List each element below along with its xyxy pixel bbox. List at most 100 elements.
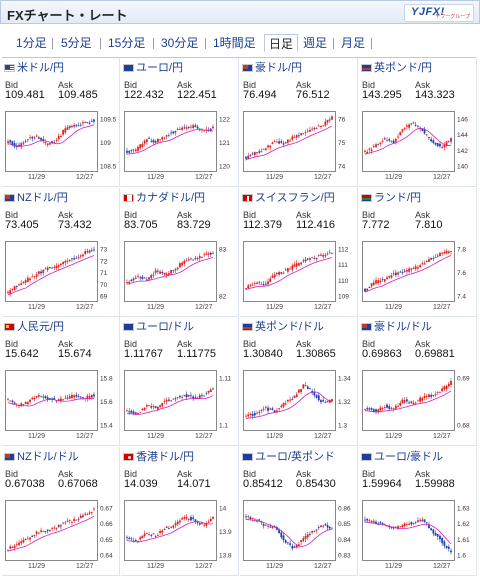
rate-card[interactable]: ユーロ/ドル Bid Ask 1.11767 1.11775 1.11 1.1 1…	[121, 317, 239, 446]
mini-chart[interactable]: 83 82	[124, 240, 236, 302]
candle-body	[450, 550, 452, 552]
candle-body	[48, 398, 51, 400]
rate-card[interactable]: 英ポンド/ドル Bid Ask 1.30840 1.30865 1.34 1.32…	[240, 317, 358, 446]
tab-separator	[205, 38, 206, 49]
pair-link[interactable]: 英ポンド/ドル	[255, 321, 325, 333]
candle-body	[366, 408, 369, 410]
rate-card[interactable]: NZドル/円 Bid Ask 73.405 73.432 73 72 71 70 69 …	[2, 187, 120, 317]
rate-card[interactable]: スイスフラン/円 Bid Ask 112.379 112.416 112 111 1…	[240, 187, 358, 317]
pair-link[interactable]: ユーロ/英ポンド	[255, 450, 336, 463]
candle-body	[68, 519, 71, 521]
tab-weekly[interactable]: 週足	[303, 36, 328, 50]
ask-value: 1.30865	[296, 348, 336, 360]
mini-chart[interactable]: 0.69 0.68	[362, 370, 474, 431]
mini-chart[interactable]: 122 121 120	[124, 111, 236, 172]
candle-body	[77, 396, 80, 398]
pair-link[interactable]: 豪ドル/ドル	[374, 321, 433, 333]
pair-link[interactable]: 英ポンド/円	[374, 62, 433, 74]
candle-body	[439, 252, 441, 256]
mini-chart[interactable]: 14 13.9 13.8	[124, 499, 236, 561]
mini-chart[interactable]: 1.34 1.32 1.3	[243, 370, 355, 431]
candle-body	[249, 154, 252, 156]
candle-body	[397, 406, 399, 407]
rate-card[interactable]: 人民元/円 Bid Ask 15.642 15.674 15.8 15.6 15.4…	[2, 317, 120, 446]
candle-body	[419, 264, 422, 267]
pair-link[interactable]: ユーロ/ドル	[136, 321, 195, 333]
mini-chart[interactable]: 146 144 142 140	[362, 111, 474, 172]
candle-body	[324, 254, 327, 256]
candle-body	[372, 409, 375, 412]
candle-body	[370, 149, 373, 151]
pair-link[interactable]: スイスフラン/円	[255, 191, 335, 204]
candle-body	[141, 276, 144, 279]
rate-card[interactable]: 米ドル/円 Bid Ask 109.481 109.485 109.5 109 10…	[2, 58, 120, 187]
mini-chart[interactable]: 15.8 15.6 15.4	[5, 370, 117, 431]
mini-chart[interactable]: 7.8 7.6 7.4	[362, 240, 474, 302]
pair-link[interactable]: カナダドル/円	[136, 191, 206, 204]
rate-card[interactable]: ランド/円 Bid Ask 7.772 7.810 7.8 7.6 7.4 11/2…	[359, 187, 477, 317]
pair-link[interactable]: ユーロ/円	[136, 62, 184, 74]
mini-chart[interactable]: 109.5 109 108.5	[5, 111, 117, 172]
rate-card[interactable]: NZドル/ドル Bid Ask 0.67038 0.67068 0.67 0.66…	[2, 446, 120, 576]
candle-body	[148, 276, 150, 280]
rate-card[interactable]: ユーロ/円 Bid Ask 122.432 122.451 122 121 120 …	[121, 58, 239, 187]
tab-daily[interactable]: 日足	[264, 34, 299, 52]
candle-body	[262, 283, 265, 285]
yjfx-logo[interactable]: YJFX! ヤフーグループ	[404, 4, 474, 22]
rate-card[interactable]: 豪ドル/ドル Bid Ask 0.69863 0.69881 0.69 0.68 …	[359, 317, 477, 446]
pair-link[interactable]: NZドル/円	[17, 191, 68, 204]
candle-body	[159, 271, 161, 274]
candle-body	[249, 516, 252, 519]
mini-chart[interactable]: 76 75 74	[243, 111, 355, 172]
tab-5min[interactable]: 5分足	[61, 36, 92, 50]
candle-body	[399, 403, 402, 406]
candle-body	[322, 254, 325, 257]
pair-link[interactable]: 豪ドル/円	[255, 62, 303, 74]
rate-card[interactable]: 香港ドル/円 Bid Ask 14.039 14.071 14 13.9 13.8 …	[121, 446, 239, 576]
candle-body	[417, 266, 419, 268]
mini-chart[interactable]: 0.86 0.85 0.84 0.83	[243, 499, 355, 561]
mini-chart[interactable]: 1.11 1.1	[124, 370, 236, 431]
tab-1min[interactable]: 1分足	[16, 36, 47, 50]
tab-1hour[interactable]: 1時間足	[213, 36, 256, 50]
candle-body	[286, 267, 289, 272]
candle-body	[445, 545, 448, 548]
candle-body	[428, 394, 430, 397]
rate-card[interactable]: 英ポンド/円 Bid Ask 143.295 143.323 146 144 142…	[359, 58, 477, 187]
candle-body	[139, 411, 142, 413]
rate-card[interactable]: ユーロ/豪ドル Bid Ask 1.59964 1.59988 1.63 1.62…	[359, 446, 477, 576]
rate-card[interactable]: ユーロ/英ポンド Bid Ask 0.85412 0.85430 0.86 0.8…	[240, 446, 358, 576]
mini-chart[interactable]: 0.67 0.66 0.65 0.64	[5, 499, 117, 561]
candle-body	[205, 393, 208, 395]
mini-chart[interactable]: 1.63 1.62 1.61 1.6	[362, 499, 474, 561]
moving-average-line	[7, 124, 95, 147]
candle-body	[260, 410, 263, 412]
candle-body	[212, 252, 214, 254]
candle-body	[128, 150, 131, 153]
rate-card[interactable]: カナダドル/円 Bid Ask 83.705 83.729 83 82 11/29…	[121, 187, 239, 317]
ask-value: 122.451	[177, 89, 217, 101]
candle-body	[289, 542, 292, 545]
candle-body	[291, 545, 294, 548]
pair-link[interactable]: ランド/円	[374, 191, 422, 204]
pair-link[interactable]: 米ドル/円	[17, 62, 65, 74]
mini-chart[interactable]: 112 111 110 109	[243, 240, 355, 302]
rate-card[interactable]: 豪ドル/円 Bid Ask 76.494 76.512 76 75 74 11/29…	[240, 58, 358, 187]
candle-body	[364, 150, 366, 152]
candle-body	[11, 546, 14, 548]
tab-30min[interactable]: 30分足	[161, 36, 199, 50]
tab-monthly[interactable]: 月足	[341, 36, 366, 50]
pair-link[interactable]: 香港ドル/円	[136, 450, 195, 463]
tab-15min[interactable]: 15分足	[108, 36, 146, 50]
candle-body	[134, 149, 137, 151]
candle-body	[447, 141, 450, 143]
pair-link[interactable]: NZドル/ドル	[17, 450, 79, 463]
pair-link[interactable]: 人民元/円	[17, 321, 65, 333]
moving-average-line	[245, 391, 333, 419]
pair-link[interactable]: ユーロ/豪ドル	[374, 450, 444, 463]
candle-body	[42, 530, 45, 532]
candle-body	[145, 279, 148, 280]
candle-body	[53, 142, 56, 144]
mini-chart[interactable]: 73 72 71 70 69	[5, 240, 117, 302]
pair-header: 英ポンド/円	[361, 61, 432, 75]
